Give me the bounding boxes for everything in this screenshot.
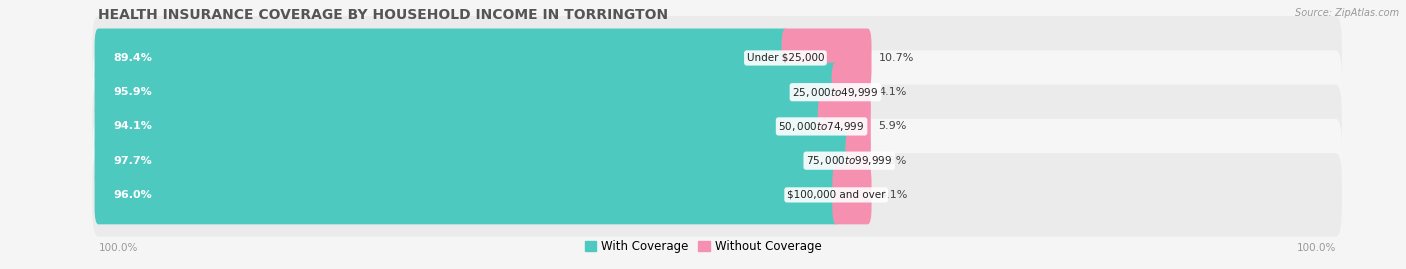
Text: 95.9%: 95.9% — [114, 87, 152, 97]
FancyBboxPatch shape — [94, 165, 839, 224]
Text: 10.7%: 10.7% — [879, 53, 914, 63]
Text: 2.3%: 2.3% — [879, 156, 907, 166]
Text: 4.1%: 4.1% — [879, 190, 908, 200]
Text: 89.4%: 89.4% — [114, 53, 153, 63]
Text: 94.1%: 94.1% — [114, 121, 153, 132]
Legend: With Coverage, Without Coverage: With Coverage, Without Coverage — [579, 235, 827, 258]
FancyBboxPatch shape — [94, 29, 789, 87]
FancyBboxPatch shape — [94, 63, 839, 122]
FancyBboxPatch shape — [93, 16, 1341, 100]
FancyBboxPatch shape — [93, 85, 1341, 168]
FancyBboxPatch shape — [94, 97, 825, 156]
Text: 97.7%: 97.7% — [114, 156, 152, 166]
FancyBboxPatch shape — [845, 131, 870, 190]
FancyBboxPatch shape — [831, 63, 870, 122]
FancyBboxPatch shape — [93, 153, 1341, 237]
Text: 100.0%: 100.0% — [98, 243, 138, 253]
Text: 100.0%: 100.0% — [1296, 243, 1336, 253]
Text: HEALTH INSURANCE COVERAGE BY HOUSEHOLD INCOME IN TORRINGTON: HEALTH INSURANCE COVERAGE BY HOUSEHOLD I… — [98, 8, 668, 22]
Text: Source: ZipAtlas.com: Source: ZipAtlas.com — [1295, 8, 1399, 18]
FancyBboxPatch shape — [93, 50, 1341, 134]
Text: $50,000 to $74,999: $50,000 to $74,999 — [779, 120, 865, 133]
FancyBboxPatch shape — [94, 131, 853, 190]
FancyBboxPatch shape — [832, 165, 872, 224]
Text: $75,000 to $99,999: $75,000 to $99,999 — [806, 154, 893, 167]
Text: 5.9%: 5.9% — [879, 121, 907, 132]
Text: $100,000 and over: $100,000 and over — [787, 190, 886, 200]
FancyBboxPatch shape — [782, 29, 872, 87]
Text: $25,000 to $49,999: $25,000 to $49,999 — [792, 86, 879, 99]
Text: Under $25,000: Under $25,000 — [747, 53, 824, 63]
FancyBboxPatch shape — [93, 119, 1341, 203]
Text: 96.0%: 96.0% — [114, 190, 152, 200]
Text: 4.1%: 4.1% — [879, 87, 907, 97]
FancyBboxPatch shape — [818, 97, 870, 156]
